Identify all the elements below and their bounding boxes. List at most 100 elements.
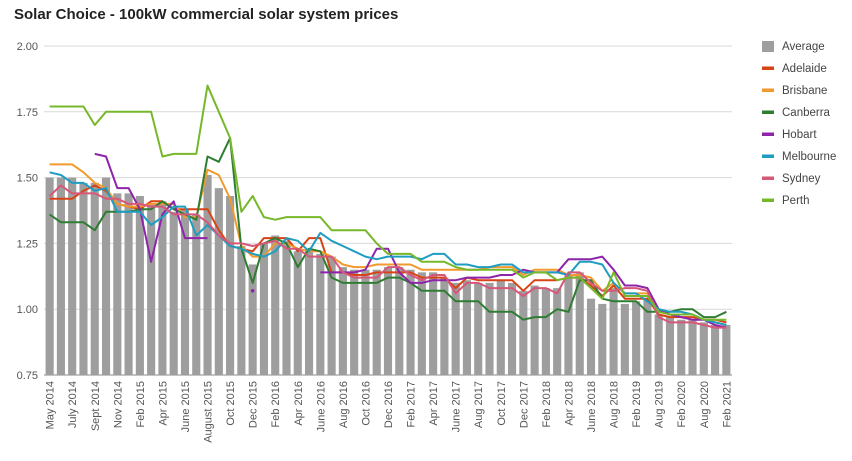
bar-average	[474, 282, 483, 375]
x-tick-label: Nov 2014	[112, 381, 124, 428]
legend-label: Hobart	[782, 129, 817, 141]
x-tick-label: Feb 2018	[541, 381, 553, 427]
x-tick-label: June 2018	[586, 381, 598, 432]
x-tick-label: June 2017	[451, 381, 463, 432]
bar-average	[79, 182, 88, 375]
x-tick-label: May 2014	[45, 381, 57, 429]
bar-average	[180, 209, 190, 375]
x-tick-label: Oct 2017	[496, 381, 508, 426]
bar-average	[417, 272, 426, 375]
bar-average	[688, 319, 697, 375]
bar-average	[440, 277, 449, 375]
x-tick-label: June 2015	[180, 381, 192, 432]
bar-average	[147, 203, 156, 375]
bar-average	[113, 193, 122, 375]
bar-average	[192, 214, 201, 375]
x-tick-label: Dec 2015	[248, 381, 260, 428]
bar-average	[304, 248, 314, 375]
x-tick-label: Aug 2019	[654, 381, 666, 428]
bar-average	[293, 251, 302, 375]
bar-average	[530, 285, 539, 375]
legend-label: Melbourne	[782, 151, 836, 163]
bar-average	[575, 272, 584, 375]
x-tick-label: Feb 2019	[631, 381, 643, 427]
x-tick-label: Aug 2017	[473, 381, 485, 428]
bar-average	[429, 272, 438, 375]
y-axis: 0.75 1.00 1.25 1.50 1.75 2.00	[17, 41, 38, 382]
bar-average	[45, 177, 54, 375]
bar-average	[271, 235, 280, 375]
bar-average	[361, 269, 370, 375]
x-tick-label: Dec 2017	[518, 381, 530, 428]
x-tick-label: Feb 2020	[676, 381, 688, 427]
x-tick-label: August 2015	[203, 381, 215, 443]
bar-average	[699, 322, 708, 375]
y-tick-label: 1.00	[17, 304, 38, 316]
bar-average	[90, 182, 99, 375]
bar-average	[711, 324, 720, 375]
chart-title: Solar Choice - 100kW commercial solar sy…	[14, 6, 399, 23]
line-melbourne	[49, 171, 727, 326]
legend-swatch-canberra	[762, 110, 774, 114]
bar-average	[541, 288, 550, 375]
line-canberra	[49, 137, 727, 321]
legend-swatch-sydney	[762, 176, 774, 180]
bar-average	[564, 274, 573, 375]
bar-average	[68, 177, 77, 375]
bar-average	[226, 196, 235, 375]
y-tick-label: 1.75	[17, 107, 38, 119]
bar-average	[620, 303, 629, 375]
legend-swatch-adelaide	[762, 66, 774, 70]
legend-label: Average	[782, 41, 825, 53]
x-tick-label: Aug 2016	[338, 381, 350, 428]
x-tick-label: Feb 2016	[270, 381, 282, 427]
legend: Average Adelaide Brisbane Canberra Hobart Mel…	[762, 41, 836, 207]
x-tick-label: Oct 2015	[225, 381, 237, 426]
bar-average	[406, 269, 415, 375]
bar-average	[135, 196, 144, 375]
x-tick-label: Oct 2016	[360, 381, 372, 426]
bar-average	[158, 201, 167, 375]
line-hobart	[94, 152, 208, 263]
y-tick-label: 0.75	[17, 370, 38, 382]
bar-average	[282, 240, 291, 375]
bar-average	[643, 298, 652, 375]
bar-average	[316, 253, 325, 375]
x-tick-label: Aug 2020	[699, 381, 711, 428]
legend-swatch-perth	[762, 198, 774, 202]
x-tick-label: Sept 2014	[90, 381, 102, 431]
bar-average	[395, 267, 404, 375]
x-tick-label: June 2016	[315, 381, 327, 432]
bar-average	[451, 282, 460, 375]
bar-average	[632, 301, 641, 375]
bar-average	[169, 211, 178, 375]
legend-swatch-hobart	[762, 132, 774, 136]
bar-average	[372, 269, 381, 375]
x-tick-label: Aug 2018	[609, 381, 621, 428]
bar-average	[508, 282, 517, 375]
line-sydney	[48, 184, 727, 329]
bar-average	[654, 314, 663, 375]
bar-average	[677, 319, 686, 375]
bar-average	[496, 280, 505, 375]
bar-average	[214, 188, 223, 375]
legend-swatch-melbourne	[762, 154, 774, 158]
y-tick-label: 1.50	[17, 173, 38, 185]
bar-average	[722, 324, 731, 375]
x-tick-label: Feb 2017	[406, 381, 418, 427]
bar-average	[350, 269, 359, 375]
x-tick-label: Apr 2016	[293, 381, 305, 426]
bar-average	[665, 317, 675, 375]
bar-average	[519, 290, 528, 375]
bar-average	[598, 303, 607, 375]
point-hobart	[250, 288, 255, 293]
bar-average	[462, 280, 472, 375]
bar-average	[485, 282, 494, 375]
x-tick-label: Dec 2016	[383, 381, 395, 428]
bar-average	[56, 177, 65, 375]
bar-average	[248, 264, 257, 375]
bar-average	[327, 256, 336, 375]
bar-average	[237, 246, 246, 375]
y-tick-label: 2.00	[17, 41, 38, 53]
